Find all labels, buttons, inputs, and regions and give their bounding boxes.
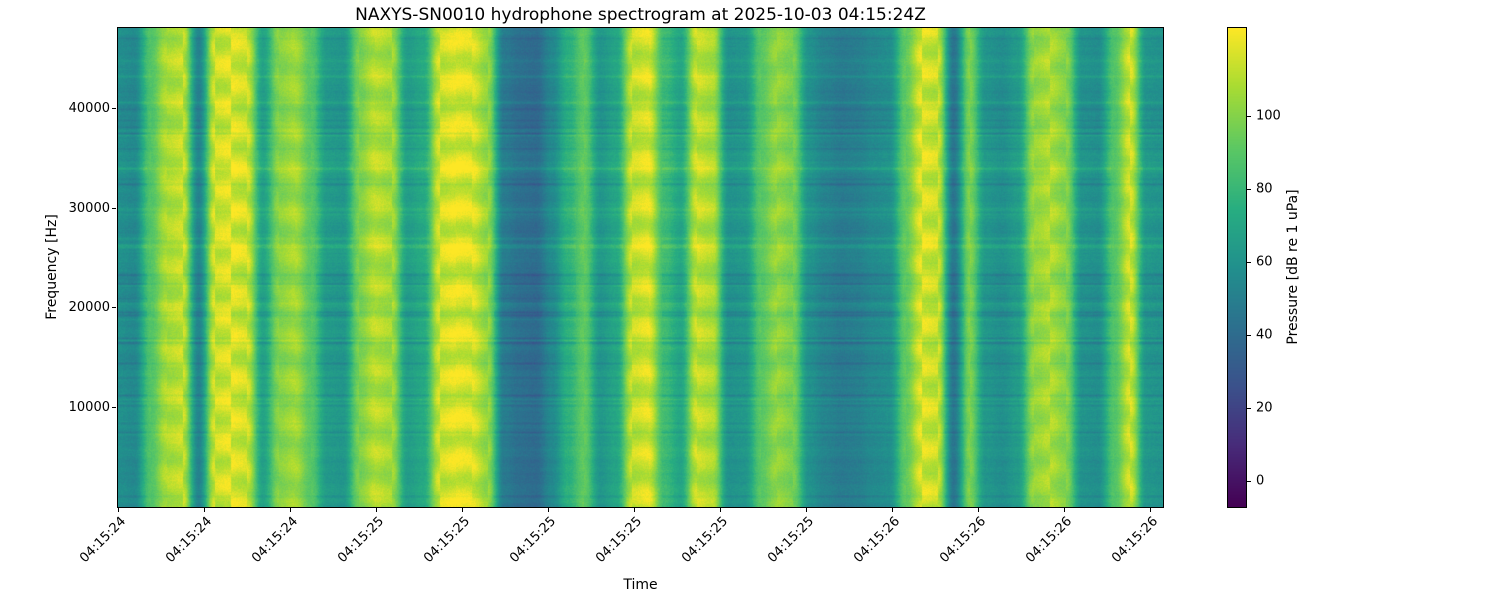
colorbar-tick-mark: [1247, 481, 1251, 482]
x-tick-mark: [1064, 508, 1065, 512]
colorbar-canvas: [1227, 27, 1247, 508]
colorbar-tick-mark: [1247, 116, 1251, 117]
y-tick-label: 30000: [68, 201, 110, 216]
x-tick-mark: [892, 508, 893, 512]
chart-title: NAXYS-SN0010 hydrophone spectrogram at 2…: [355, 5, 926, 25]
x-tick-label: 04:15:24: [162, 514, 215, 566]
y-tick-mark: [112, 108, 116, 109]
colorbar-tick-label: 100: [1256, 108, 1281, 124]
x-axis-label: Time: [623, 577, 658, 593]
x-tick-mark: [548, 508, 549, 512]
colorbar-tick-mark: [1247, 262, 1251, 263]
colorbar-tick-mark: [1247, 408, 1251, 409]
x-tick-mark: [720, 508, 721, 512]
colorbar-label: Pressure [dB re 1 uPa]: [1285, 189, 1301, 345]
x-tick-label: 04:15:26: [1108, 514, 1161, 566]
colorbar-tick-label: 60: [1256, 254, 1273, 270]
x-tick-mark: [634, 508, 635, 512]
x-tick-label: 04:15:24: [76, 514, 129, 566]
y-tick-label: 40000: [68, 101, 110, 116]
x-tick-label: 04:15:25: [506, 514, 559, 566]
x-tick-mark: [978, 508, 979, 512]
x-tick-label: 04:15:25: [764, 514, 817, 566]
y-tick-mark: [112, 407, 116, 408]
x-tick-label: 04:15:25: [592, 514, 645, 566]
colorbar-tick-mark: [1247, 189, 1251, 190]
x-tick-label: 04:15:26: [1022, 514, 1075, 566]
colorbar-tick-mark: [1247, 335, 1251, 336]
x-tick-mark: [462, 508, 463, 512]
x-tick-mark: [290, 508, 291, 512]
x-tick-mark: [118, 508, 119, 512]
colorbar-tick-label: 80: [1256, 181, 1273, 197]
y-tick-label: 20000: [68, 300, 110, 315]
colorbar-tick-label: 40: [1256, 327, 1273, 343]
spectrogram-canvas: [117, 27, 1164, 508]
x-tick-mark: [806, 508, 807, 512]
x-tick-label: 04:15:25: [678, 514, 731, 566]
y-tick-mark: [112, 208, 116, 209]
x-tick-mark: [376, 508, 377, 512]
x-tick-label: 04:15:24: [248, 514, 301, 566]
x-tick-mark: [204, 508, 205, 512]
y-axis-label: Frequency [Hz]: [44, 214, 60, 320]
x-tick-mark: [1150, 508, 1151, 512]
x-tick-label: 04:15:26: [936, 514, 989, 566]
x-tick-label: 04:15:25: [334, 514, 387, 566]
y-tick-label: 10000: [68, 400, 110, 415]
x-tick-label: 04:15:26: [850, 514, 903, 566]
colorbar-tick-label: 0: [1256, 473, 1265, 489]
y-tick-mark: [112, 307, 116, 308]
x-tick-label: 04:15:25: [420, 514, 473, 566]
colorbar-tick-label: 20: [1256, 400, 1273, 416]
